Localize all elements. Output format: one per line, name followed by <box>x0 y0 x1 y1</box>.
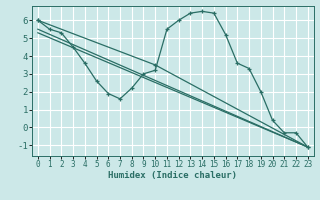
X-axis label: Humidex (Indice chaleur): Humidex (Indice chaleur) <box>108 171 237 180</box>
